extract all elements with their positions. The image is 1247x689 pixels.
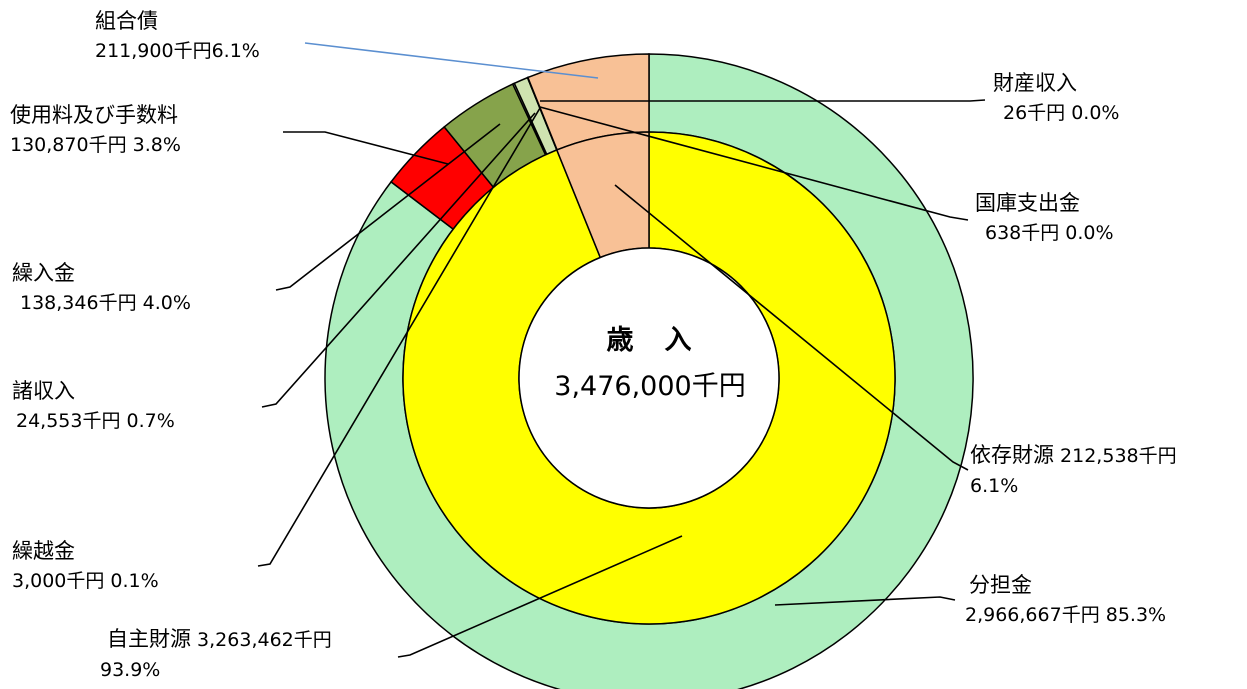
label-shiyoryo-value: 130,870千円 3.8% bbox=[10, 134, 181, 156]
leader-line-kokko bbox=[539, 106, 969, 221]
label-shoshunyu: 諸収入 24,553千円 0.7% bbox=[12, 376, 175, 436]
label-zaisan-value: 26千円 0.0% bbox=[1003, 102, 1120, 124]
label-jishu-pct: 93.9% bbox=[100, 659, 161, 681]
label-kokko: 国庫支出金 638千円 0.0% bbox=[975, 188, 1114, 248]
label-kurikoshikin-name: 繰越金 bbox=[12, 539, 75, 563]
label-jishu: 自主財源 3,263,462千円 93.9% bbox=[100, 624, 332, 685]
leader-line-kurireikin bbox=[275, 123, 501, 291]
leader-line-shoshunyu bbox=[261, 112, 536, 408]
leader-line-kumiaisai bbox=[304, 42, 599, 79]
label-kurireikin-value: 138,346千円 4.0% bbox=[20, 292, 191, 314]
label-kokko-value: 638千円 0.0% bbox=[985, 222, 1114, 244]
label-buntankin-value: 2,966,667千円 85.3% bbox=[965, 604, 1167, 626]
leader-lines bbox=[257, 42, 986, 658]
label-buntankin: 分担金 2,966,667千円 85.3% bbox=[965, 570, 1166, 630]
leader-line-izon bbox=[614, 184, 969, 471]
label-izon: 依存財源 212,538千円 6.1% bbox=[970, 440, 1177, 501]
label-kumiaisai-name: 組合債 bbox=[95, 9, 158, 33]
label-zaisan: 財産収入 26千円 0.0% bbox=[993, 68, 1120, 128]
label-izon-pct: 6.1% bbox=[970, 475, 1019, 497]
label-kurikoshikin-value: 3,000千円 0.1% bbox=[12, 570, 159, 592]
label-kumiaisai-value: 211,900千円6.1% bbox=[95, 40, 260, 62]
center-hole bbox=[518, 247, 780, 509]
label-kurireikin-name: 繰入金 bbox=[12, 261, 75, 285]
label-izon-value: 212,538千円 bbox=[1060, 445, 1177, 467]
center-title: 歳 入 bbox=[606, 325, 694, 356]
label-izon-name: 依存財源 bbox=[970, 443, 1054, 467]
leader-line-kurikoshikin bbox=[257, 107, 541, 567]
center-total: 3,476,000千円 bbox=[554, 371, 746, 402]
label-jishu-name: 自主財源 bbox=[107, 627, 191, 651]
label-buntankin-name: 分担金 bbox=[969, 573, 1032, 597]
leader-line-jishu bbox=[397, 535, 683, 658]
label-zaisan-name: 財産収入 bbox=[993, 71, 1077, 95]
label-kurireikin: 繰入金 138,346千円 4.0% bbox=[12, 258, 191, 318]
label-shiyoryo: 使用料及び手数料 130,870千円 3.8% bbox=[10, 100, 181, 160]
label-kumiaisai: 組合債 211,900千円6.1% bbox=[95, 6, 260, 66]
label-shoshunyu-name: 諸収入 bbox=[12, 379, 75, 403]
label-shiyoryo-name: 使用料及び手数料 bbox=[10, 103, 178, 127]
leader-line-zaisan bbox=[540, 99, 986, 102]
label-kurikoshikin: 繰越金 3,000千円 0.1% bbox=[12, 536, 159, 596]
label-kokko-name: 国庫支出金 bbox=[975, 191, 1080, 215]
leader-line-buntankin bbox=[774, 596, 956, 606]
label-shoshunyu-value: 24,553千円 0.7% bbox=[16, 410, 175, 432]
leader-line-shiyoryo bbox=[283, 131, 449, 165]
label-jishu-value: 3,263,462千円 bbox=[197, 629, 332, 651]
